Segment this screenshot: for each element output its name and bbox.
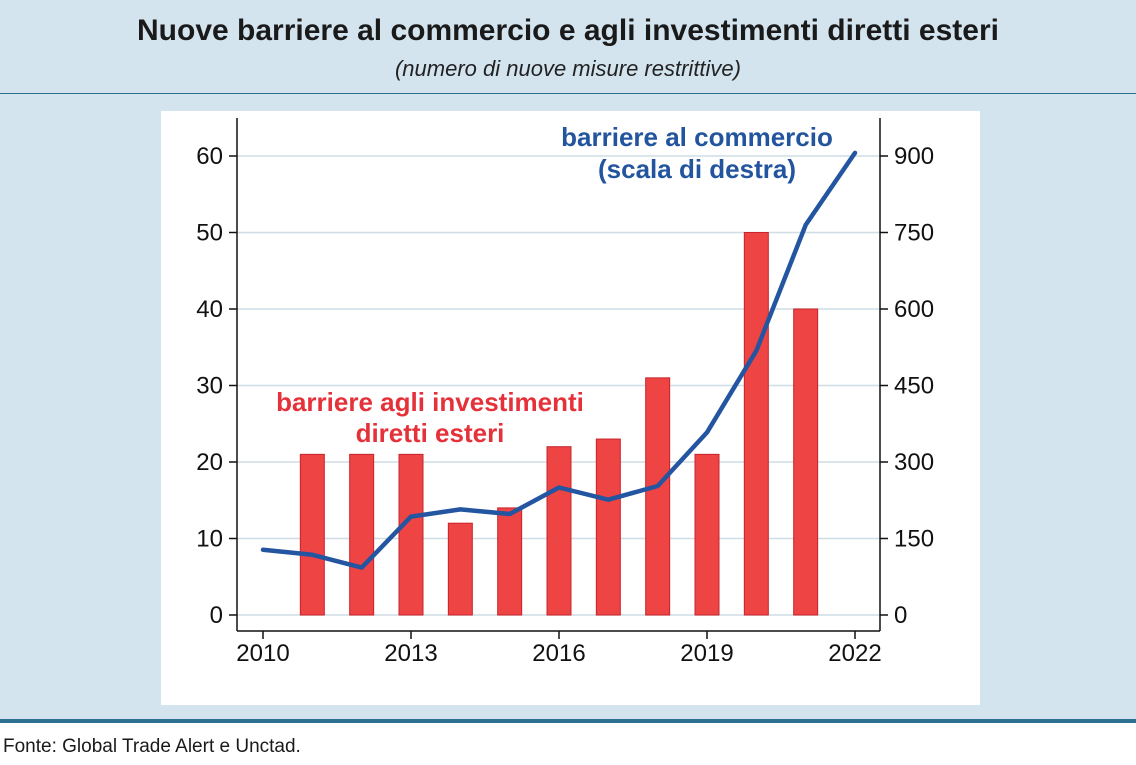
chart-subtitle: (numero di nuove misure restrittive) <box>394 56 741 81</box>
right-tick-label: 900 <box>894 143 934 170</box>
bar <box>497 507 523 616</box>
right-tick-label: 600 <box>894 296 934 323</box>
bar <box>299 453 325 616</box>
bar <box>447 522 473 616</box>
bar <box>645 377 671 616</box>
right-tick-label: 0 <box>894 602 907 629</box>
x-tick-label: 2019 <box>680 640 733 667</box>
left-tick-label: 40 <box>196 296 223 323</box>
bar <box>349 453 375 616</box>
line-series <box>260 150 858 570</box>
source-note: Fonte: Global Trade Alert e Unctad. <box>3 736 301 757</box>
left-tick-label: 0 <box>210 602 223 629</box>
x-tick-label: 2022 <box>828 640 881 667</box>
line-annotation-1: barriere al commercio <box>561 122 833 152</box>
bar-series <box>299 232 819 616</box>
right-tick-label: 750 <box>894 220 934 247</box>
left-tick-label: 10 <box>196 526 223 553</box>
bar <box>793 308 819 616</box>
right-tick-label: 150 <box>894 526 934 553</box>
bar-annotation-1: barriere agli investimenti <box>276 387 584 417</box>
axes <box>229 118 888 639</box>
chart-title: Nuove barriere al commercio e agli inves… <box>137 14 999 47</box>
bar-annotation-2: diretti esteri <box>356 418 505 448</box>
bottom-divider <box>0 719 1136 723</box>
bar <box>694 453 720 616</box>
right-tick-label: 450 <box>894 373 934 400</box>
left-tick-label: 60 <box>196 143 223 170</box>
bar <box>398 453 424 616</box>
x-tick-label: 2013 <box>384 640 437 667</box>
left-tick-label: 30 <box>196 373 223 400</box>
x-tick-label: 2016 <box>532 640 585 667</box>
tick-labels: 0 0 10 150 20 300 30 450 40 600 50 750 60 900 2010 2013… <box>196 143 934 667</box>
right-tick-label: 300 <box>894 449 934 476</box>
top-divider <box>0 93 1136 94</box>
bar <box>743 232 769 616</box>
left-tick-label: 50 <box>196 220 223 247</box>
bar <box>546 446 572 616</box>
line-annotation-2: (scala di destra) <box>598 154 796 184</box>
bar <box>595 438 621 616</box>
left-tick-label: 20 <box>196 449 223 476</box>
x-tick-label: 2010 <box>236 640 289 667</box>
